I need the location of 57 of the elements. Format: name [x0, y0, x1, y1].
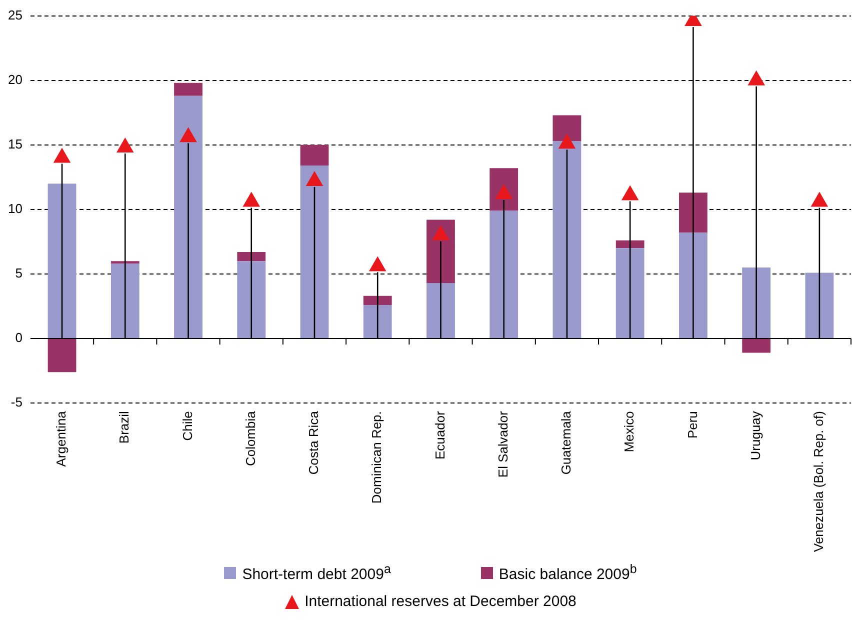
bar — [363, 296, 392, 305]
x-tick-label: Costa Rica — [306, 410, 322, 475]
bar — [237, 252, 266, 262]
bar — [805, 272, 834, 338]
bar — [490, 210, 518, 338]
bar — [174, 96, 202, 338]
x-tick-label: Argentina — [54, 410, 69, 467]
point — [369, 256, 386, 272]
y-tick-label: 25 — [8, 7, 22, 22]
bar — [616, 240, 644, 248]
x-tick-label: Mexico — [622, 411, 637, 452]
bar — [110, 261, 140, 264]
bar — [300, 166, 329, 338]
y-tick-label: 10 — [8, 201, 22, 216]
x-tick-label: Venezuela (Bol. Rep. of) — [811, 411, 826, 552]
x-tick-label: Colombia — [242, 410, 258, 466]
y-tick-label: 20 — [8, 72, 22, 87]
x-tick-label: Chile — [180, 411, 195, 441]
point — [811, 192, 828, 207]
bar — [616, 248, 644, 338]
bar — [48, 184, 76, 338]
x-tick-label: Dominican Rep. — [369, 411, 384, 504]
bar — [742, 339, 771, 353]
bar — [363, 304, 392, 338]
point — [558, 134, 576, 149]
bar — [110, 264, 140, 338]
y-tick-label: 5 — [15, 266, 22, 281]
bar — [174, 82, 202, 96]
point — [180, 128, 197, 142]
bar — [426, 283, 455, 338]
point — [748, 70, 765, 86]
x-tick-label: Guatemala — [558, 410, 574, 475]
bar — [300, 144, 329, 166]
x-tick-label: Brazil — [116, 410, 132, 444]
x-tick-label: Ecuador — [432, 410, 448, 460]
legend-label: Basic balance 2009$^{b}$ — [498, 562, 637, 583]
bar — [679, 192, 708, 233]
bar — [742, 268, 771, 338]
point — [116, 138, 134, 152]
point — [306, 172, 323, 186]
legend-label: International reserves at December 2008 — [304, 593, 576, 610]
bar — [552, 141, 582, 338]
y-tick-label: 0 — [15, 330, 22, 346]
x-tick-label: Uruguay — [748, 410, 763, 460]
point — [243, 192, 260, 207]
point — [54, 148, 70, 163]
x-tick-label: El Salvador — [495, 410, 510, 478]
bar — [48, 339, 76, 372]
point — [432, 226, 450, 240]
bar — [552, 115, 582, 142]
legend-label: Short-term debt 2009$^{a}$ — [242, 562, 391, 583]
y-tick-label: -5 — [10, 394, 22, 410]
point — [622, 186, 638, 200]
x-tick-label: Peru — [684, 411, 700, 439]
bar — [237, 261, 266, 338]
bar — [679, 232, 708, 338]
y-tick-label: 15 — [8, 136, 22, 152]
